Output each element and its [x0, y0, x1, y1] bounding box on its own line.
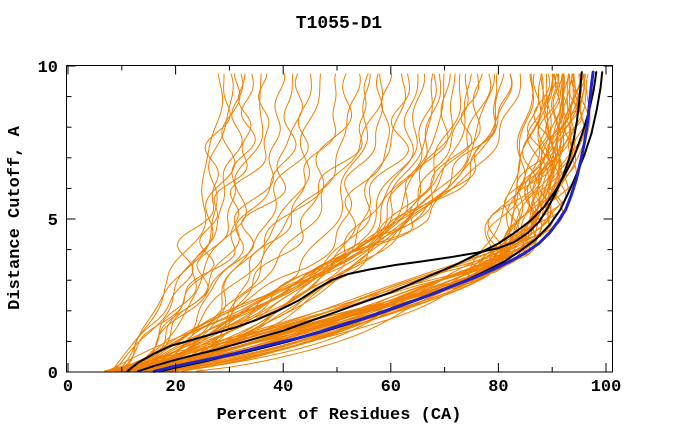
- ensemble-curve: [138, 73, 297, 372]
- x-axis-label: Percent of Residues (CA): [217, 406, 462, 425]
- ensemble-curve: [111, 73, 224, 372]
- ensemble-curve: [143, 73, 546, 372]
- model-blue-highlight-curve: [152, 70, 595, 373]
- model-black-mid-curve: [136, 71, 598, 373]
- ensemble-curve: [158, 73, 572, 372]
- ensemble-curve: [129, 73, 565, 372]
- ensemble-curve: [125, 73, 244, 372]
- ensemble-curve: [112, 73, 241, 372]
- model-black-upper-curve: [126, 71, 583, 373]
- x-tick-label: 80: [488, 378, 508, 397]
- ensemble-curve: [133, 73, 286, 372]
- ensemble-curve: [125, 73, 564, 372]
- ensemble-curves: [103, 73, 591, 372]
- ensemble-curve: [152, 73, 545, 372]
- ensemble-curve: [117, 73, 234, 372]
- axis-tick-labels: 0 20 40 60 80 100 0 5 10: [38, 59, 622, 397]
- ensemble-curve: [103, 73, 535, 372]
- ensemble-curve: [116, 73, 582, 372]
- ensemble-curve: [119, 73, 542, 372]
- ensemble-curve: [196, 73, 565, 372]
- ensemble-curve: [131, 73, 434, 372]
- y-tick-label: 5: [48, 212, 58, 231]
- ensemble-curve: [118, 73, 495, 372]
- x-tick-label: 20: [165, 378, 185, 397]
- ensemble-curve: [118, 73, 231, 372]
- ensemble-curve: [133, 73, 462, 372]
- ensemble-curve: [114, 73, 442, 372]
- y-tick-label: 0: [48, 365, 58, 384]
- ensemble-curve: [132, 73, 393, 372]
- y-axis-label: Distance Cutoff, A: [6, 125, 25, 309]
- x-tick-label: 60: [381, 378, 401, 397]
- ensemble-curve: [139, 73, 483, 372]
- x-tick-label: 0: [63, 378, 73, 397]
- ensemble-curve: [139, 73, 480, 372]
- ensemble-curve: [136, 73, 576, 372]
- highlight-curves: [126, 70, 604, 373]
- ensemble-curve: [121, 73, 252, 372]
- axis-ticks: [66, 65, 613, 373]
- ensemble-curve: [132, 73, 256, 372]
- x-tick-label: 40: [273, 378, 293, 397]
- ensemble-curve: [166, 73, 361, 372]
- ensemble-curve: [134, 73, 513, 372]
- ensemble-curve: [121, 73, 571, 372]
- ensemble-curve: [159, 73, 353, 372]
- ensemble-curve: [123, 73, 371, 372]
- ensemble-curve: [140, 73, 303, 372]
- ensemble-curve: [148, 73, 578, 372]
- ensemble-curve: [133, 73, 270, 372]
- ensemble-curve: [105, 73, 554, 372]
- ensemble-curve: [166, 73, 534, 372]
- ensemble-curve: [186, 73, 384, 372]
- ensemble-curve: [144, 73, 411, 372]
- ensemble-curve: [155, 73, 522, 372]
- chart-title: T1055-D1: [296, 14, 383, 34]
- ensemble-curve: [109, 73, 560, 372]
- ensemble-curve: [176, 73, 369, 372]
- y-tick-label: 10: [38, 59, 58, 78]
- ensemble-curve: [126, 73, 469, 372]
- x-tick-label: 100: [591, 378, 622, 397]
